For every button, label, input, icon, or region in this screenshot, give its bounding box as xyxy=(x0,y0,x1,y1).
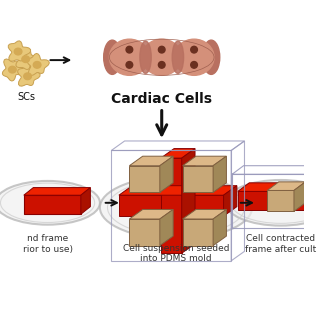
Ellipse shape xyxy=(172,41,184,73)
Ellipse shape xyxy=(100,176,252,239)
Polygon shape xyxy=(81,188,90,214)
Ellipse shape xyxy=(226,180,320,226)
Ellipse shape xyxy=(104,40,121,74)
Ellipse shape xyxy=(14,48,22,55)
Polygon shape xyxy=(294,182,305,212)
Polygon shape xyxy=(161,148,195,158)
Polygon shape xyxy=(238,191,320,211)
Text: SCs: SCs xyxy=(18,92,36,101)
Polygon shape xyxy=(16,49,38,69)
Ellipse shape xyxy=(33,61,41,68)
Polygon shape xyxy=(8,41,31,61)
Ellipse shape xyxy=(22,56,29,62)
Circle shape xyxy=(126,61,133,68)
Ellipse shape xyxy=(0,181,100,225)
Polygon shape xyxy=(27,53,49,76)
Polygon shape xyxy=(183,210,227,219)
Polygon shape xyxy=(224,186,237,216)
Polygon shape xyxy=(129,219,160,246)
Ellipse shape xyxy=(24,73,31,80)
Polygon shape xyxy=(267,182,305,190)
Polygon shape xyxy=(182,148,195,253)
Ellipse shape xyxy=(174,39,214,75)
Polygon shape xyxy=(119,195,224,216)
Ellipse shape xyxy=(142,39,182,75)
Text: Cell suspension seeded
into PDMS mold: Cell suspension seeded into PDMS mold xyxy=(123,244,229,263)
Polygon shape xyxy=(129,210,173,219)
Polygon shape xyxy=(160,156,173,192)
Ellipse shape xyxy=(140,41,151,73)
Polygon shape xyxy=(238,183,320,191)
Ellipse shape xyxy=(109,39,149,75)
Ellipse shape xyxy=(203,40,220,74)
Polygon shape xyxy=(18,66,40,86)
Circle shape xyxy=(191,46,197,53)
Polygon shape xyxy=(129,156,173,166)
Polygon shape xyxy=(160,210,173,246)
Polygon shape xyxy=(2,59,25,81)
Text: nd frame
rior to use): nd frame rior to use) xyxy=(23,234,73,254)
Polygon shape xyxy=(183,219,213,246)
Polygon shape xyxy=(24,195,81,214)
Polygon shape xyxy=(183,166,213,192)
Polygon shape xyxy=(129,166,160,192)
Circle shape xyxy=(191,61,197,68)
Circle shape xyxy=(126,46,133,53)
Circle shape xyxy=(158,46,165,53)
Text: Cell contracted
frame after cult: Cell contracted frame after cult xyxy=(245,234,316,254)
Polygon shape xyxy=(119,186,237,195)
Polygon shape xyxy=(183,156,227,166)
Polygon shape xyxy=(213,210,227,246)
Polygon shape xyxy=(161,158,182,253)
Polygon shape xyxy=(267,190,294,212)
Polygon shape xyxy=(24,188,90,195)
Ellipse shape xyxy=(9,66,16,73)
Text: Cardiac Cells: Cardiac Cells xyxy=(111,92,212,106)
Polygon shape xyxy=(213,156,227,192)
Circle shape xyxy=(158,61,165,68)
